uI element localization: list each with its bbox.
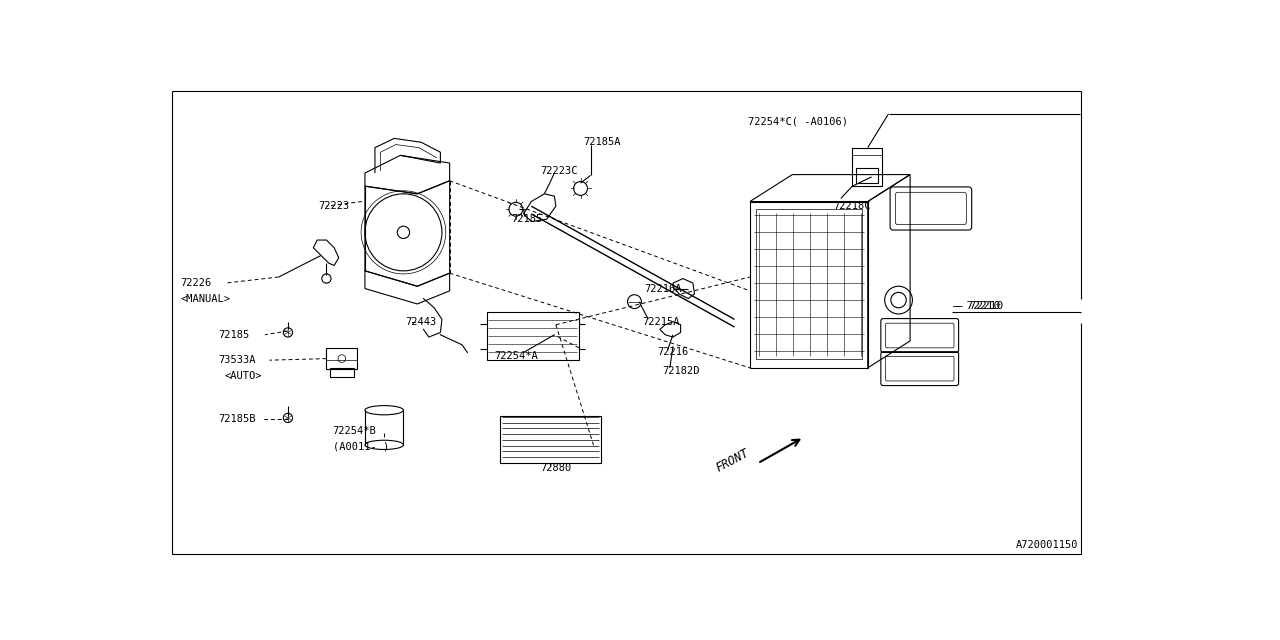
Text: 72218C: 72218C xyxy=(833,201,870,211)
Text: 72185: 72185 xyxy=(511,214,543,224)
Text: 72443: 72443 xyxy=(406,317,436,326)
Text: (A0011- ): (A0011- ) xyxy=(333,442,389,451)
Bar xyxy=(486,312,579,360)
Text: 72185B: 72185B xyxy=(219,415,256,424)
Text: 72223: 72223 xyxy=(319,201,349,211)
Text: FRONT: FRONT xyxy=(714,446,751,474)
Text: <MANUAL>: <MANUAL> xyxy=(180,294,230,303)
Text: 72223C: 72223C xyxy=(540,166,579,176)
Text: 73533A: 73533A xyxy=(219,355,256,365)
Text: 72185: 72185 xyxy=(219,330,250,340)
Bar xyxy=(326,348,357,369)
Text: 72254*B: 72254*B xyxy=(333,426,376,436)
Text: A720001150: A720001150 xyxy=(1015,540,1078,550)
Text: — 72210: — 72210 xyxy=(954,301,1001,311)
Text: 72216: 72216 xyxy=(658,348,689,358)
Text: — 72210: — 72210 xyxy=(956,301,1004,311)
Bar xyxy=(500,415,600,463)
Text: 72216A: 72216A xyxy=(644,284,682,294)
Bar xyxy=(329,368,355,377)
Text: 72880: 72880 xyxy=(540,463,572,473)
Text: <AUTO>: <AUTO> xyxy=(225,371,262,381)
Bar xyxy=(852,148,882,186)
Text: 72226: 72226 xyxy=(180,278,211,288)
Bar xyxy=(856,168,878,183)
Text: 72254*C( -A0106): 72254*C( -A0106) xyxy=(749,116,849,127)
Text: 72254*A: 72254*A xyxy=(494,351,538,360)
Bar xyxy=(756,209,861,358)
Text: 72182D: 72182D xyxy=(662,366,700,376)
Text: 72215A: 72215A xyxy=(643,317,680,326)
Text: 72185A: 72185A xyxy=(582,137,621,147)
